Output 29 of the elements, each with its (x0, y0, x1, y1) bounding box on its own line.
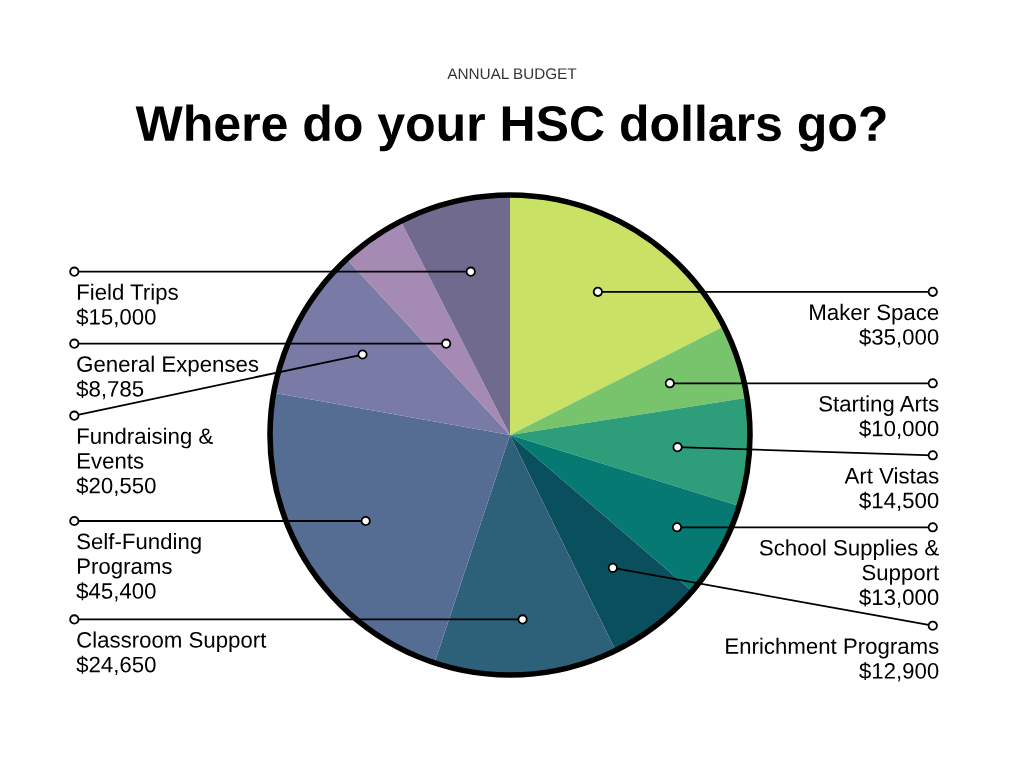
data-label: $8,785 (76, 380, 144, 400)
chart-subtitle: ANNUAL BUDGET (447, 68, 577, 80)
slice-label: Art Vistas (844, 467, 939, 484)
slice-label: Field Trips (77, 283, 178, 305)
slice-label: Classroom Support (77, 631, 267, 653)
slice-label: Starting Arts (819, 395, 939, 417)
pie-slice (510, 435, 693, 651)
pie-slice (270, 392, 510, 663)
data-label: $13,000 (859, 588, 939, 608)
slice-label: School Supplies & Support (759, 539, 940, 585)
pie-slice (434, 435, 616, 675)
data-label: $10,000 (859, 419, 939, 439)
data-label: $15,000 (76, 308, 156, 328)
pie-slice (510, 195, 724, 435)
data-label: $24,650 (76, 655, 156, 676)
data-label: $45,400 (76, 582, 156, 602)
pie-slice (510, 397, 750, 507)
data-label: $35,000 (859, 328, 939, 348)
data-label: $20,550 (76, 476, 156, 497)
slice-label: Maker Space (810, 303, 939, 325)
slice-label: Enrichment Programs (726, 637, 939, 659)
data-label: $14,500 (859, 491, 939, 511)
data-label: $12,900 (859, 662, 939, 682)
pie-slice (346, 221, 510, 435)
pie-slice (400, 195, 510, 435)
slice-label: Self-Funding Programs (77, 533, 201, 579)
slice-label: General Expenses (77, 355, 259, 377)
slice-label: Fundraising & Events (77, 427, 213, 469)
chart-title: Where do your HSC dollars go? (135, 104, 886, 152)
